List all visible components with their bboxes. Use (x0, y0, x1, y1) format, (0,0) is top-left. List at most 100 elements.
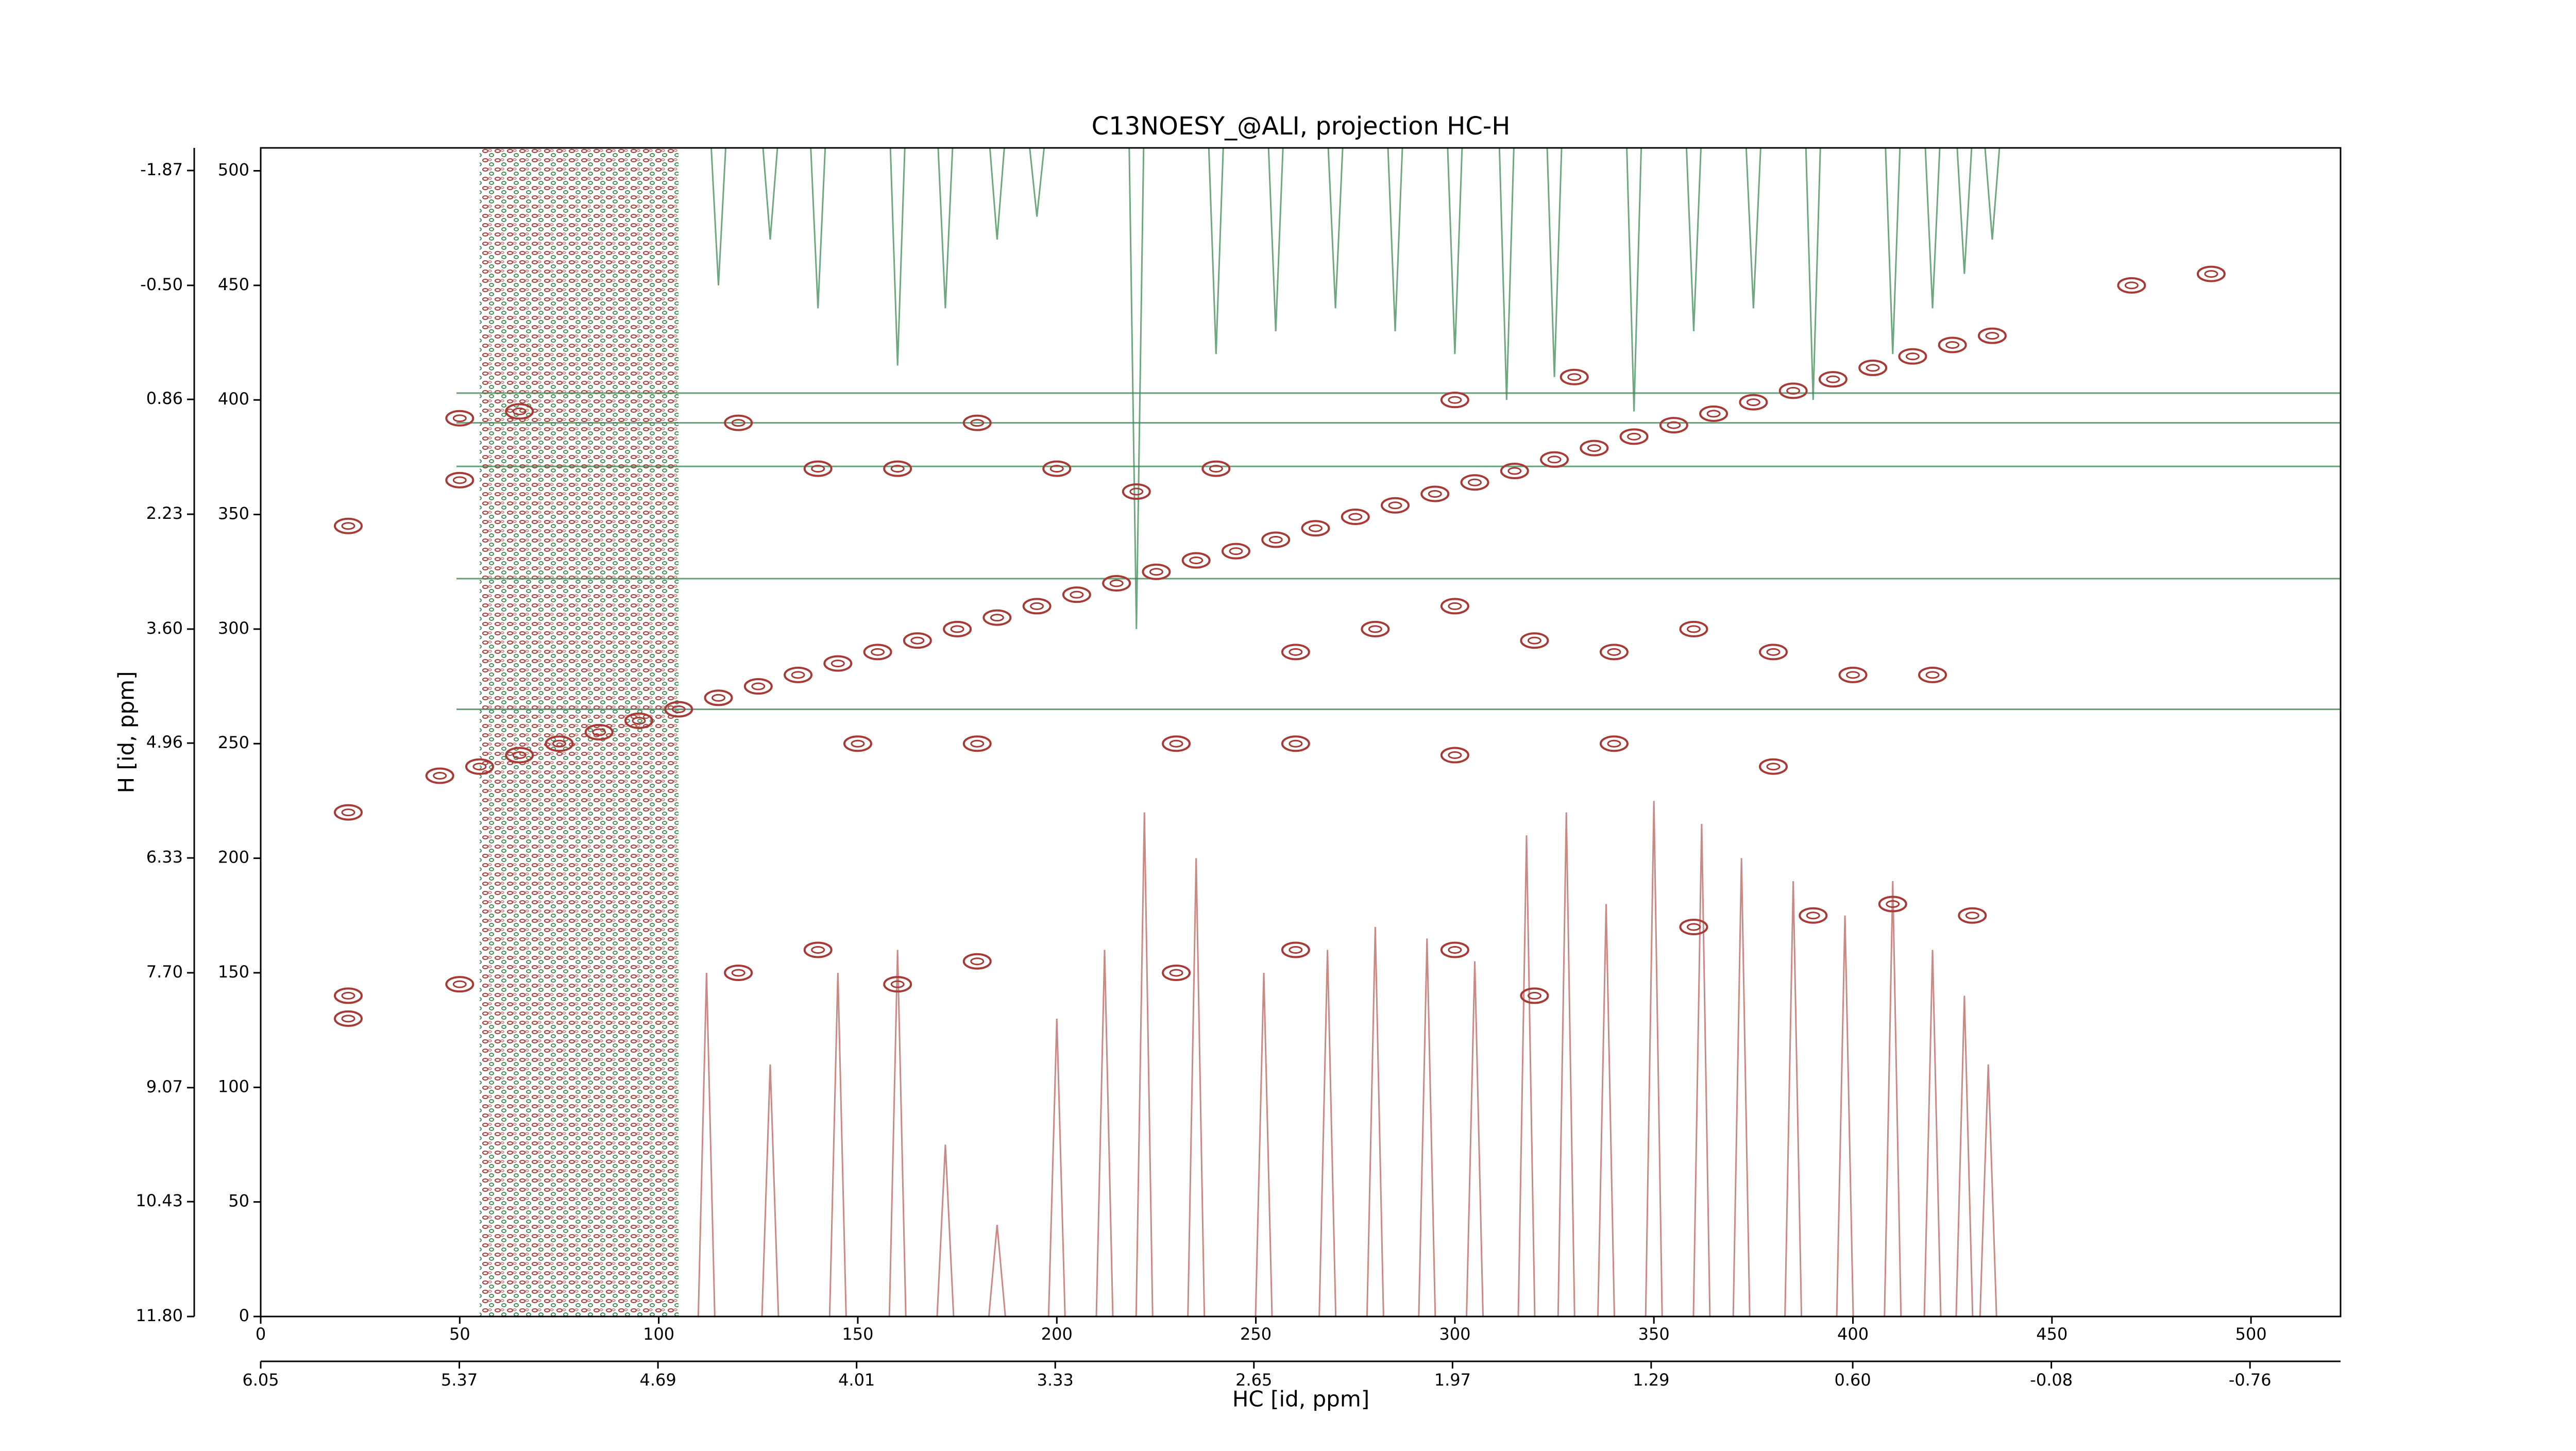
peak-core (1289, 648, 1303, 656)
peak-core (831, 660, 845, 668)
positive-ridge (1597, 904, 1615, 1317)
x2-tick-label: 4.69 (639, 1370, 676, 1390)
negative-ridge (1805, 147, 1821, 400)
peak (724, 414, 753, 431)
peak (2196, 265, 2226, 282)
peak (1281, 941, 1310, 958)
peak (465, 758, 494, 775)
x-tick-label: 500 (2235, 1324, 2267, 1344)
chart-title: C13NOESY_@ALI, projection HC-H (1092, 112, 1511, 141)
peak-core (472, 763, 487, 771)
peak-core (1925, 671, 1940, 679)
x-tick-label: 200 (1041, 1324, 1073, 1344)
peak (903, 632, 932, 649)
peak-core (1049, 465, 1064, 473)
peak (1898, 348, 1927, 365)
peak-core (2204, 270, 2218, 278)
peak (1520, 987, 1549, 1004)
peak-core (1786, 386, 1801, 395)
peak-core (671, 705, 686, 714)
peak (1102, 575, 1131, 592)
peak-core (1826, 375, 1840, 383)
y-tick-label: 100 (218, 1076, 249, 1096)
negative-ridge (1387, 147, 1403, 331)
peak-core (1866, 364, 1880, 372)
x-tick-label: 250 (1240, 1324, 1272, 1344)
peak (1560, 368, 1589, 385)
peak-core (1627, 432, 1641, 441)
peak-core (1209, 465, 1223, 473)
peak-core (731, 419, 745, 427)
peak-core (512, 407, 527, 415)
x-tick-label: 300 (1439, 1324, 1470, 1344)
peak (803, 941, 833, 958)
y2-tick-label: 4.96 (146, 732, 183, 752)
negative-ridge (710, 147, 727, 285)
peak-core (1169, 739, 1183, 748)
peak (1580, 440, 1609, 457)
peak-core (1527, 991, 1541, 1000)
y-tick-label: 350 (218, 504, 249, 524)
peak (724, 964, 753, 981)
peak-core (950, 625, 964, 633)
peak-core (592, 728, 606, 736)
peak (1520, 632, 1549, 649)
peak (1878, 896, 1907, 913)
peak-core (1070, 590, 1084, 599)
peak-core (1468, 478, 1482, 486)
peak-core (341, 991, 355, 1000)
peak-core (1507, 467, 1522, 475)
peak (664, 701, 693, 718)
peak-core (1806, 912, 1820, 920)
peak-core (1886, 900, 1900, 908)
x-tick-label: 450 (2036, 1324, 2067, 1344)
positive-ridge (1318, 950, 1337, 1317)
positive-ridge (697, 972, 716, 1317)
negative-ridge (889, 147, 906, 366)
peak-core (990, 614, 1004, 622)
peak-core (1368, 625, 1382, 633)
peak (445, 471, 474, 488)
negative-ridge (1924, 147, 1941, 309)
peak-core (1289, 739, 1303, 748)
positive-ridge (761, 1064, 779, 1317)
peak (1778, 382, 1808, 399)
y-tick-label: 50 (228, 1191, 249, 1211)
peak (1261, 531, 1291, 548)
peak-core (1448, 946, 1462, 954)
positive-ridge (1955, 996, 1974, 1317)
peak (1122, 483, 1151, 500)
peak (1440, 392, 1469, 409)
peak (1818, 371, 1848, 388)
peak-core (452, 414, 467, 423)
peak (1181, 552, 1211, 569)
peak (1739, 394, 1768, 411)
y2-tick-label: -0.50 (140, 275, 183, 294)
peak (843, 735, 872, 752)
x2-tick-label: 2.65 (1235, 1370, 1272, 1390)
positive-ridge (888, 950, 907, 1317)
negative-ridge (1885, 147, 1901, 355)
x-axis-label: HC [id, ppm] (1232, 1387, 1369, 1412)
peak (1281, 735, 1310, 752)
peak-core (871, 648, 885, 656)
peak-core (1348, 513, 1363, 521)
y-tick-label: 250 (218, 733, 249, 752)
peak-core (1686, 923, 1701, 931)
y-tick-label: 500 (218, 160, 249, 179)
positive-ridge (1418, 938, 1436, 1317)
y2-tick-label: 11.80 (135, 1306, 183, 1325)
y2-tick-label: 9.07 (146, 1077, 183, 1096)
peak (883, 460, 912, 477)
peak (1022, 598, 1052, 615)
peak (1420, 485, 1450, 502)
peak (584, 724, 614, 740)
peak (333, 1010, 363, 1027)
peak (1540, 451, 1569, 468)
negative-ridge (1447, 147, 1463, 355)
peak (962, 953, 992, 970)
peak (1858, 359, 1888, 376)
peak (425, 767, 454, 784)
y-tick-label: 400 (218, 389, 249, 409)
negative-ridge (1498, 147, 1515, 400)
